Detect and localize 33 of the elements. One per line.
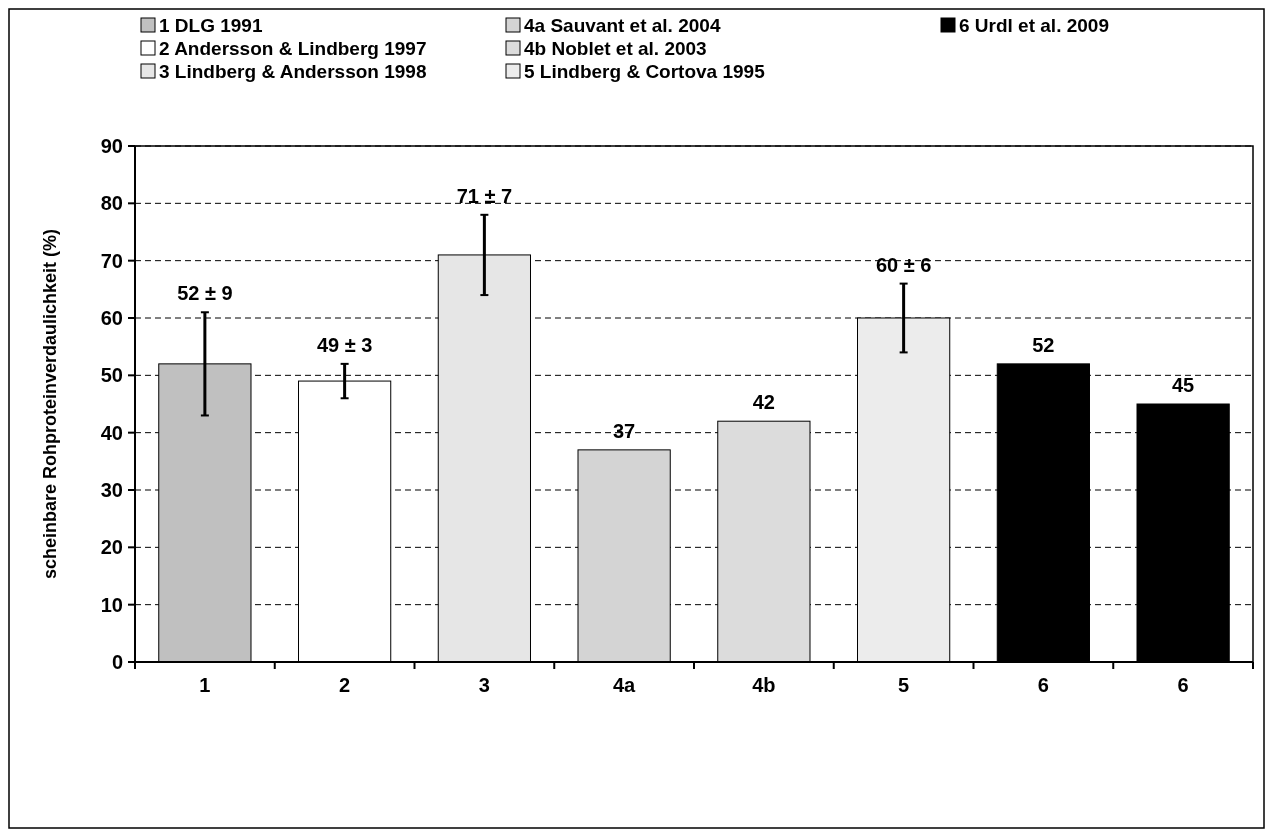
legend-label: 4b Noblet et al. 2003 — [524, 37, 707, 59]
y-tick-label: 30 — [100, 479, 123, 501]
data-label: 52 — [1032, 333, 1055, 356]
legend-label: 5 Lindberg & Cortova 1995 — [524, 60, 766, 82]
x-tick-label: 5 — [898, 674, 910, 696]
data-label: 37 — [613, 419, 636, 442]
y-tick-label: 10 — [100, 593, 123, 616]
y-tick-label: 0 — [111, 651, 123, 673]
y-tick-label: 50 — [100, 364, 123, 387]
y-tick-label: 20 — [100, 536, 123, 559]
x-tick-label: 4a — [613, 674, 637, 696]
legend-label: 2 Andersson & Lindberg 1997 — [159, 37, 427, 59]
x-tick-label: 6 — [1037, 674, 1049, 696]
y-tick-label: 80 — [100, 192, 123, 215]
x-tick-label: 3 — [478, 674, 490, 696]
legend-label: 6 Urdl et al. 2009 — [959, 14, 1109, 36]
legend-label: 1 DLG 1991 — [159, 14, 263, 36]
legend-label: 4a Sauvant et al. 2004 — [524, 14, 721, 36]
data-label: 42 — [752, 391, 775, 414]
legend-label: 3 Lindberg & Andersson 1998 — [159, 60, 427, 82]
y-axis-title: scheinbare Rohproteinverdaulichkeit (%) — [40, 228, 60, 580]
data-label: 71 ± 7 — [456, 184, 513, 207]
y-tick-label: 40 — [100, 421, 123, 444]
y-tick-label: 90 — [100, 135, 123, 157]
data-label: 45 — [1172, 374, 1195, 396]
data-label: 52 ± 9 — [177, 282, 233, 305]
y-tick-label: 70 — [100, 249, 123, 272]
x-tick-label: 1 — [199, 674, 211, 696]
x-tick-label: 4b — [752, 674, 776, 696]
data-label: 49 ± 3 — [316, 333, 373, 356]
y-tick-label: 60 — [100, 307, 123, 329]
x-tick-label: 2 — [339, 674, 351, 696]
x-tick-label: 6 — [1177, 674, 1189, 696]
